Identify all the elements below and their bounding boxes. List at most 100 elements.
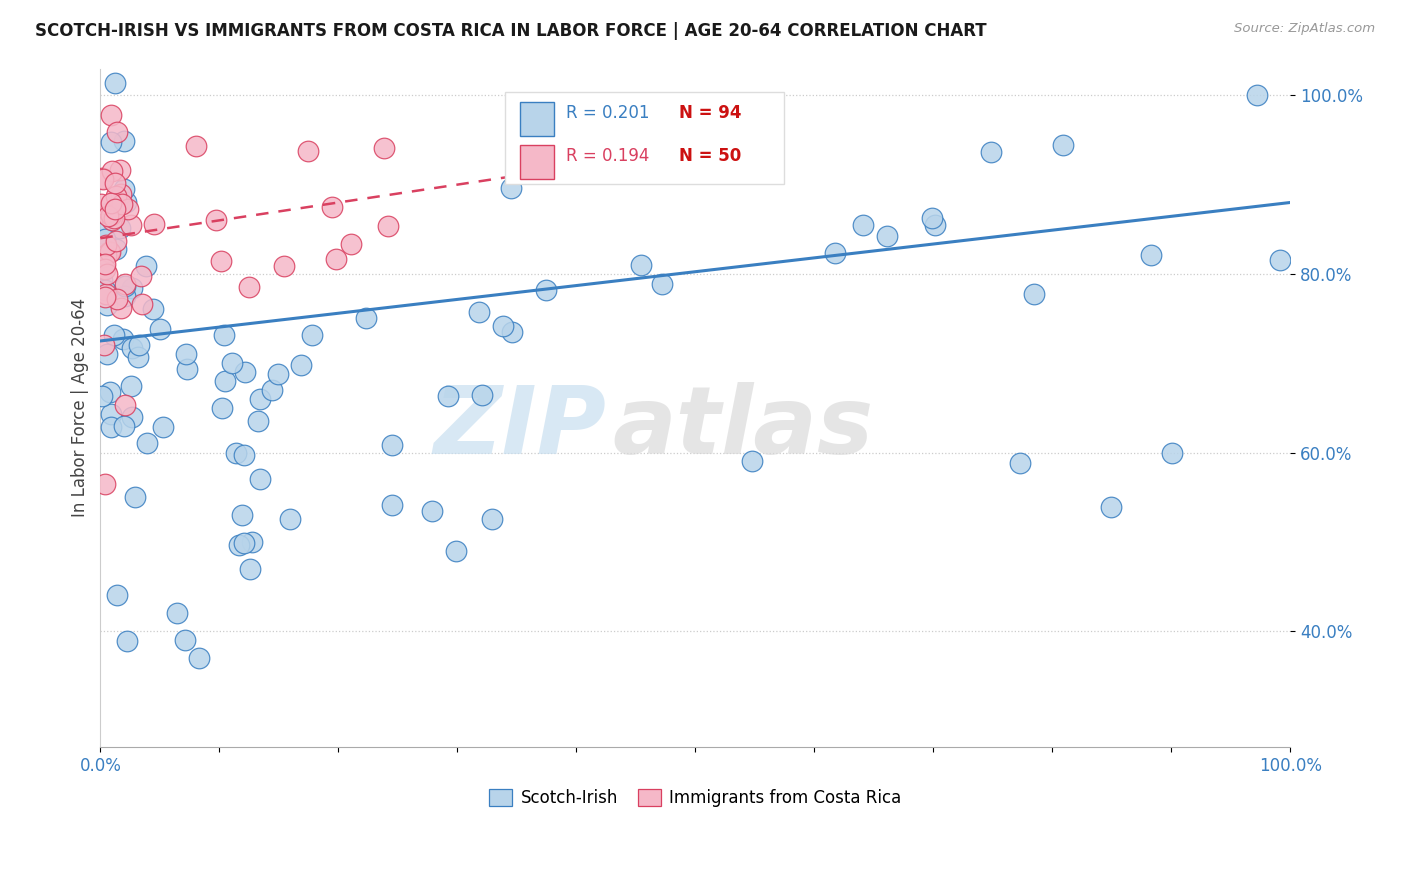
- Point: [131, 296, 153, 310]
- Point: [205, 213, 228, 227]
- Point: [1099, 500, 1122, 514]
- Point: [114, 277, 136, 292]
- Point: [437, 389, 460, 403]
- Point: [212, 327, 235, 342]
- Point: [340, 237, 363, 252]
- Point: [1052, 137, 1074, 152]
- Point: [262, 383, 284, 397]
- Point: [120, 378, 142, 392]
- Point: [96, 347, 118, 361]
- Point: [121, 280, 143, 294]
- Point: [111, 332, 134, 346]
- Point: [120, 218, 142, 232]
- Point: [238, 280, 260, 294]
- Point: [114, 279, 136, 293]
- Point: [501, 325, 523, 339]
- Point: [103, 211, 125, 225]
- Point: [278, 512, 301, 526]
- Point: [104, 176, 127, 190]
- Point: [174, 633, 197, 648]
- Point: [1270, 253, 1292, 268]
- Point: [93, 256, 115, 270]
- Point: [127, 350, 149, 364]
- Point: [105, 125, 128, 139]
- Text: atlas: atlas: [612, 383, 873, 475]
- Point: [247, 415, 270, 429]
- Point: [354, 311, 377, 326]
- Point: [214, 374, 236, 388]
- Point: [221, 356, 243, 370]
- Point: [921, 211, 943, 225]
- Point: [117, 634, 139, 648]
- Text: N = 50: N = 50: [679, 146, 741, 165]
- Point: [96, 298, 118, 312]
- Bar: [520, 145, 554, 179]
- Point: [105, 292, 128, 306]
- Point: [108, 221, 131, 235]
- Point: [94, 232, 117, 246]
- Point: [98, 385, 121, 400]
- Point: [481, 512, 503, 526]
- Point: [176, 347, 198, 361]
- Point: [91, 172, 114, 186]
- Point: [467, 304, 489, 318]
- Point: [121, 409, 143, 424]
- Point: [377, 219, 399, 233]
- Point: [211, 401, 233, 415]
- Point: [104, 76, 127, 90]
- Point: [471, 388, 494, 402]
- Point: [534, 283, 557, 297]
- Point: [233, 448, 256, 462]
- Point: [114, 397, 136, 411]
- Point: [97, 245, 120, 260]
- Point: [90, 226, 112, 240]
- Point: [112, 134, 135, 148]
- Point: [741, 454, 763, 468]
- Point: [112, 418, 135, 433]
- Point: [124, 490, 146, 504]
- Text: ZIP: ZIP: [433, 383, 606, 475]
- Point: [115, 194, 138, 209]
- Point: [240, 535, 263, 549]
- Point: [852, 218, 875, 232]
- Point: [128, 338, 150, 352]
- Point: [105, 589, 128, 603]
- Point: [924, 218, 946, 232]
- Point: [297, 144, 319, 158]
- Point: [249, 392, 271, 406]
- Point: [100, 208, 122, 222]
- Point: [93, 290, 115, 304]
- Point: [225, 445, 247, 459]
- Point: [373, 141, 395, 155]
- Point: [121, 341, 143, 355]
- Point: [176, 362, 198, 376]
- Text: N = 94: N = 94: [679, 103, 741, 122]
- Point: [209, 254, 232, 268]
- Point: [273, 260, 295, 274]
- Point: [96, 248, 118, 262]
- Point: [1140, 248, 1163, 262]
- Point: [100, 135, 122, 149]
- Point: [105, 243, 128, 257]
- Point: [824, 246, 846, 260]
- Text: Source: ZipAtlas.com: Source: ZipAtlas.com: [1234, 22, 1375, 36]
- Point: [100, 108, 122, 122]
- Point: [91, 250, 114, 264]
- Point: [94, 284, 117, 298]
- Point: [166, 607, 188, 621]
- Point: [499, 181, 522, 195]
- Point: [112, 182, 135, 196]
- Point: [96, 238, 118, 252]
- Point: [630, 258, 652, 272]
- Point: [110, 187, 132, 202]
- Point: [96, 268, 118, 282]
- Point: [97, 205, 120, 219]
- Point: [290, 358, 312, 372]
- Y-axis label: In Labor Force | Age 20-64: In Labor Force | Age 20-64: [72, 298, 89, 517]
- Point: [101, 164, 124, 178]
- Point: [101, 212, 124, 227]
- Point: [143, 217, 166, 231]
- Point: [233, 365, 256, 379]
- Point: [231, 508, 253, 522]
- Point: [90, 250, 112, 264]
